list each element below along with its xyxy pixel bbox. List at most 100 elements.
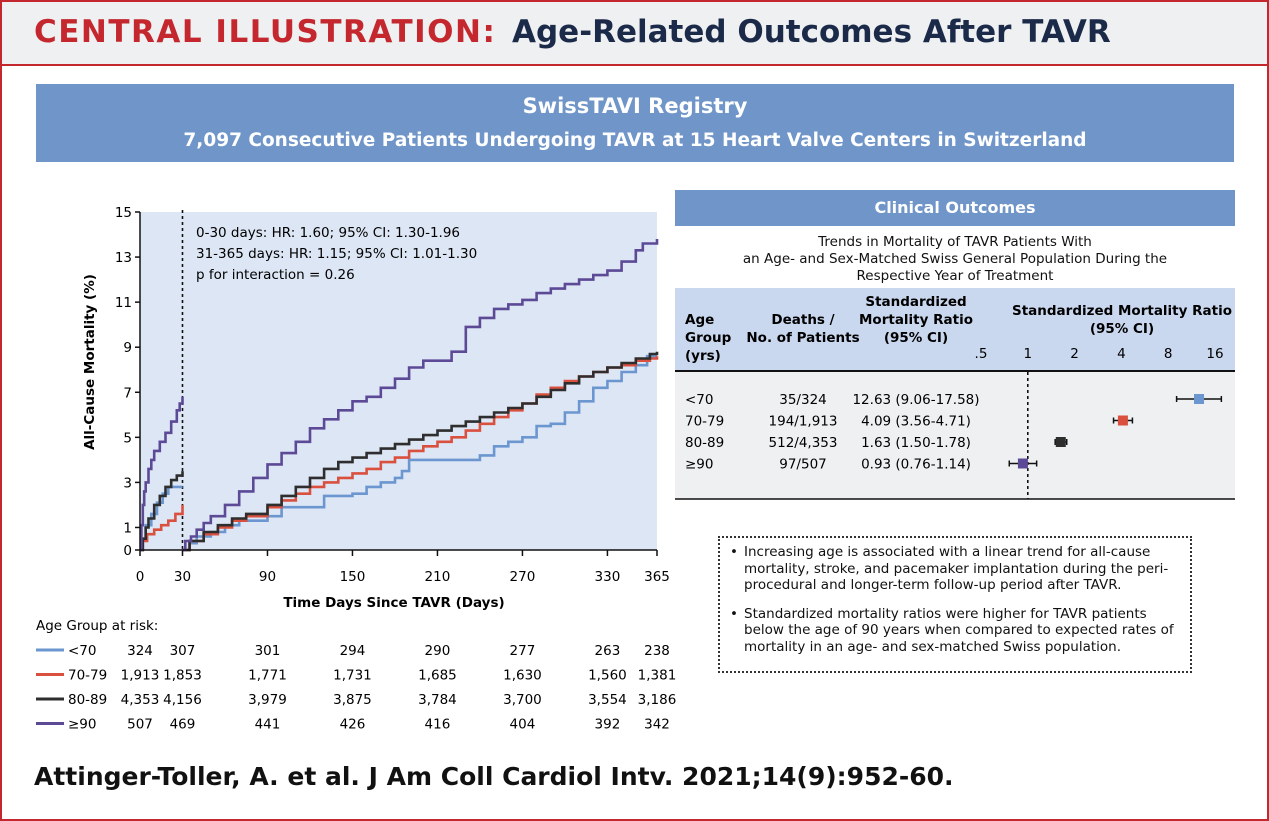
risk-count: 3,554 — [588, 692, 627, 708]
risk-count: 324 — [127, 643, 153, 659]
km-y-axis-label: All-Cause Mortality (%) — [82, 274, 98, 450]
clinical-outcomes-header: Clinical Outcomes — [675, 190, 1235, 226]
risk-count: 3,875 — [333, 692, 372, 708]
risk-count: 4,156 — [163, 692, 202, 708]
km-x-tick-label: 270 — [510, 569, 536, 585]
risk-count: 4,353 — [121, 692, 160, 708]
forest-row-deaths: 512/4,353 — [769, 435, 838, 451]
risk-count: 3,700 — [503, 692, 542, 708]
risk-count: 1,381 — [638, 668, 677, 684]
smr-forest-table: Age Group (yrs) Deaths / No. of Patients… — [675, 288, 1235, 500]
km-x-tick-label: 365 — [644, 569, 670, 585]
risk-count: 3,784 — [418, 692, 457, 708]
km-series-90-late — [182, 239, 659, 552]
risk-count: 294 — [340, 643, 366, 659]
forest-plot-title-1: Standardized Mortality Ratio — [1012, 303, 1232, 319]
risk-count: 404 — [510, 717, 536, 733]
km-y-tick-label: 5 — [123, 430, 132, 446]
km-series-70-late — [182, 354, 657, 552]
trend-line-3: Respective Year of Treatment — [856, 268, 1054, 284]
col-smr-label-3: (95% CI) — [884, 330, 948, 346]
km-series-8089-late — [182, 351, 659, 552]
forest-tick-label: 16 — [1206, 346, 1223, 362]
risk-count: 307 — [170, 643, 196, 659]
km-series-7079-early — [140, 504, 184, 552]
key-findings-box: Increasing age is associated with a line… — [718, 536, 1192, 673]
col-age-label-2: Group — [685, 330, 732, 346]
risk-count: 1,913 — [121, 668, 160, 684]
risk-row-label: <70 — [68, 643, 97, 659]
km-y-tick-label: 7 — [123, 385, 132, 401]
col-age-label-1: Age — [685, 312, 714, 328]
forest-tick-label: 8 — [1164, 346, 1173, 362]
forest-tick-label: .5 — [975, 346, 988, 362]
forest-table-body-bg — [675, 372, 1235, 499]
risk-count: 1,771 — [248, 668, 287, 684]
km-annotation-p-interaction: p for interaction = 0.26 — [196, 267, 355, 283]
km-x-tick-label: 0 — [136, 569, 145, 585]
col-deaths-label-2: No. of Patients — [746, 330, 859, 346]
header-band: CENTRAL ILLUSTRATION: Age-Related Outcom… — [2, 2, 1267, 66]
risk-count: 277 — [510, 643, 536, 659]
km-x-tick-label: 210 — [425, 569, 451, 585]
col-smr-label-2: Mortality Ratio — [859, 312, 973, 328]
risk-count: 1,630 — [503, 668, 542, 684]
km-y-tick-label: 3 — [123, 475, 132, 491]
col-age-label-3: (yrs) — [685, 348, 721, 364]
citation: Attinger-Toller, A. et al. J Am Coll Car… — [34, 762, 954, 791]
key-finding-2: Standardized mortality ratios were highe… — [728, 606, 1182, 656]
illustration-title: Age-Related Outcomes After TAVR — [512, 14, 1111, 50]
forest-row-age: <70 — [685, 392, 714, 408]
km-annotation-hr-late: 31-365 days: HR: 1.15; 95% CI: 1.01-1.30 — [196, 246, 477, 262]
km-x-tick-label: 330 — [595, 569, 621, 585]
forest-row-age: 80-89 — [685, 435, 724, 451]
risk-count: 342 — [644, 717, 670, 733]
km-y-tick-label: 13 — [115, 250, 132, 266]
risk-count: 3,186 — [638, 692, 677, 708]
risk-count: 238 — [644, 643, 670, 659]
forest-point-estimate — [1194, 394, 1205, 404]
registry-title: SwissTAVI Registry — [522, 94, 748, 118]
central-illustration-label: CENTRAL ILLUSTRATION: — [34, 14, 497, 50]
km-annotation-hr-early: 0-30 days: HR: 1.60; 95% CI: 1.30-1.96 — [196, 225, 460, 241]
forest-point-estimate — [1055, 437, 1066, 447]
risk-table-title: Age Group at risk: — [36, 618, 158, 634]
trend-line-2: an Age- and Sex-Matched Swiss General Po… — [742, 251, 1168, 267]
risk-row-label: ≥90 — [68, 717, 97, 733]
risk-count: 301 — [255, 643, 281, 659]
risk-count: 3,979 — [248, 692, 287, 708]
registry-banner: SwissTAVI Registry 7,097 Consecutive Pat… — [36, 84, 1234, 162]
risk-count: 263 — [595, 643, 621, 659]
km-x-axis-label: Time Days Since TAVR (Days) — [283, 595, 504, 611]
km-x-tick-label: 30 — [174, 569, 191, 585]
col-smr-label-1: Standardized — [865, 294, 966, 310]
forest-tick-label: 4 — [1117, 346, 1126, 362]
risk-row-label: 70-79 — [68, 668, 107, 684]
km-series-8089-early — [140, 471, 184, 552]
risk-count: 1,685 — [418, 668, 457, 684]
km-y-tick-label: 0 — [123, 543, 132, 559]
forest-row-smr: 12.63 (9.06-17.58) — [852, 392, 979, 408]
risk-count: 416 — [425, 717, 451, 733]
forest-row-smr: 4.09 (3.56-4.71) — [861, 414, 971, 430]
forest-point-estimate — [1017, 458, 1028, 469]
km-x-tick-label: 90 — [259, 569, 276, 585]
forest-row-deaths: 35/324 — [779, 392, 827, 408]
risk-count: 1,731 — [333, 668, 372, 684]
risk-count: 290 — [425, 643, 451, 659]
forest-table-header-bg — [675, 288, 1235, 370]
risk-count: 426 — [340, 717, 366, 733]
km-y-tick-label: 11 — [115, 295, 132, 311]
clinical-outcomes-description: Trends in Mortality of TAVR Patients Wit… — [675, 234, 1235, 285]
risk-count: 441 — [255, 717, 281, 733]
forest-row-deaths: 194/1,913 — [769, 414, 838, 430]
forest-row-smr: 0.93 (0.76-1.14) — [861, 457, 971, 473]
key-finding-1: Increasing age is associated with a line… — [728, 544, 1182, 594]
risk-count: 392 — [595, 717, 621, 733]
forest-row-smr: 1.63 (1.50-1.78) — [861, 435, 971, 451]
trend-line-1: Trends in Mortality of TAVR Patients Wit… — [818, 234, 1092, 250]
forest-row-deaths: 97/507 — [779, 457, 827, 473]
forest-row-age: 70-79 — [685, 414, 724, 430]
